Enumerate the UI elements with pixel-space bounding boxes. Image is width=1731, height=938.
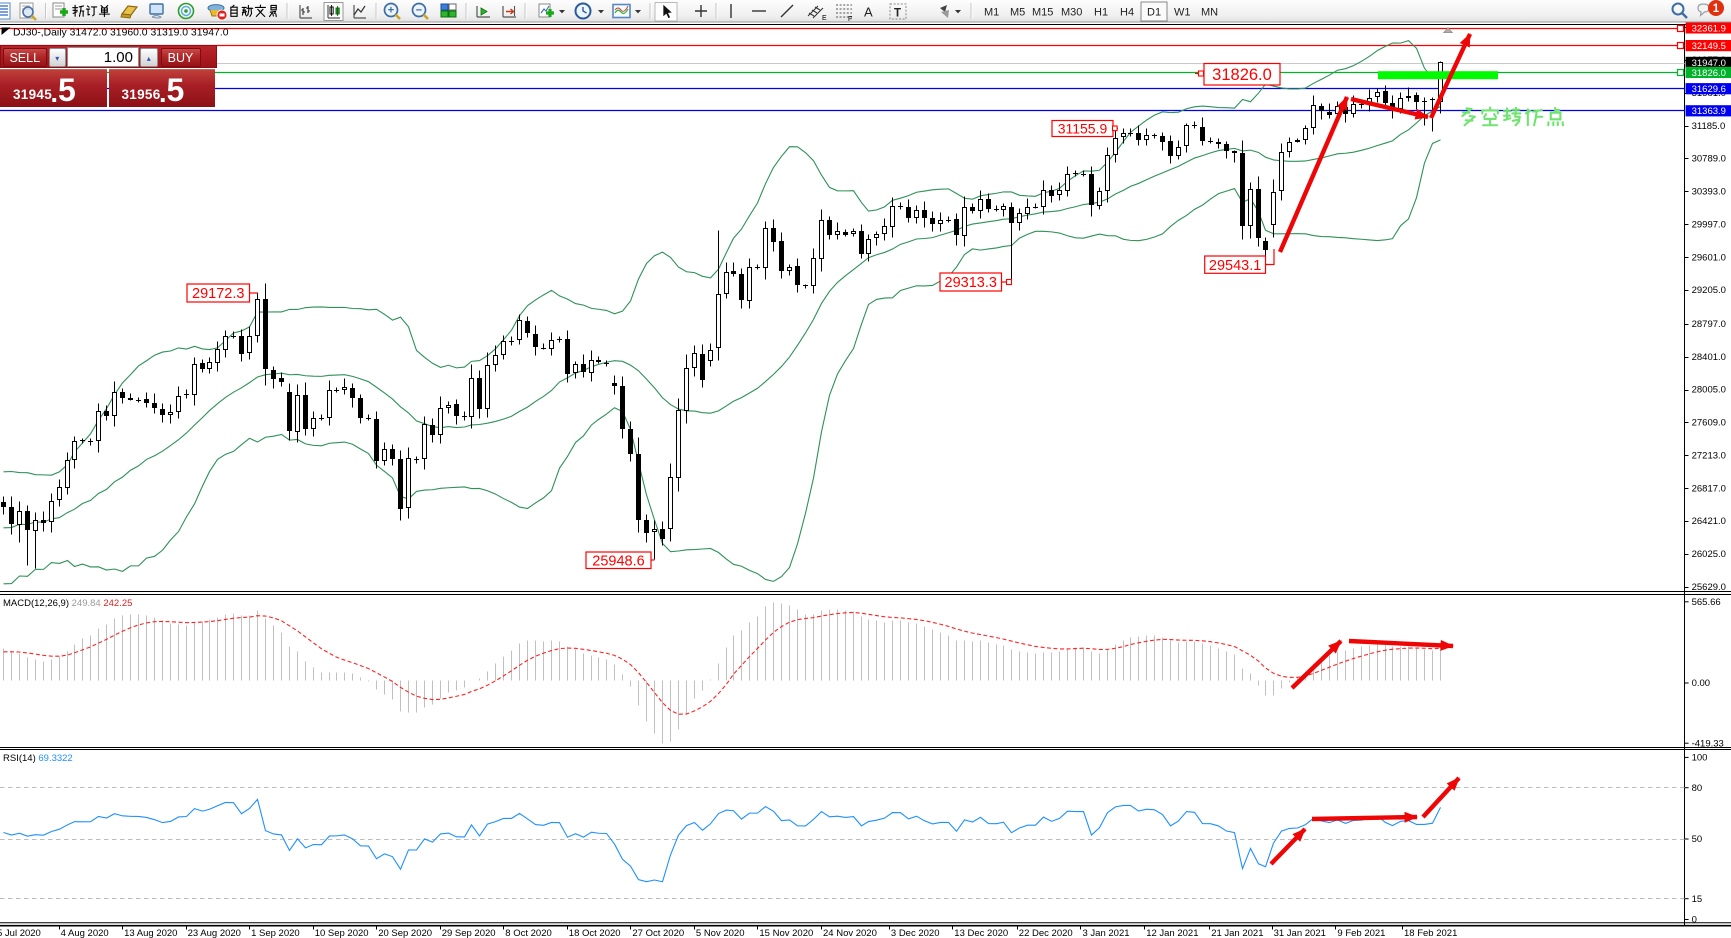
svg-text:A: A (864, 5, 873, 20)
svg-text:RSI(14) 69.3322: RSI(14) 69.3322 (3, 753, 73, 764)
svg-text:1 Sep 2020: 1 Sep 2020 (251, 928, 300, 938)
svg-text:5 Nov 2020: 5 Nov 2020 (696, 928, 745, 938)
svg-text:28797.0: 28797.0 (1692, 319, 1726, 330)
svg-text:M30: M30 (1061, 7, 1082, 19)
svg-text:29601.0: 29601.0 (1692, 252, 1726, 263)
svg-text:27609.0: 27609.0 (1692, 418, 1726, 429)
svg-text:13 Aug 2020: 13 Aug 2020 (124, 928, 177, 938)
svg-text:3 Dec 2020: 3 Dec 2020 (891, 928, 940, 938)
svg-text:9 Feb 2021: 9 Feb 2021 (1337, 928, 1385, 938)
svg-text:+: + (388, 4, 394, 16)
svg-text:H1: H1 (1094, 7, 1108, 19)
svg-text:30789.0: 30789.0 (1692, 154, 1726, 165)
svg-text:8 Oct 2020: 8 Oct 2020 (505, 928, 551, 938)
svg-text:MACD(12,26,9) 249.84 242.25: MACD(12,26,9) 249.84 242.25 (3, 598, 132, 609)
svg-text:29313.3: 29313.3 (945, 275, 997, 291)
svg-text:28401.0: 28401.0 (1692, 352, 1726, 363)
svg-text:W1: W1 (1174, 7, 1191, 19)
svg-text:50: 50 (1692, 834, 1703, 845)
svg-text:4 Aug 2020: 4 Aug 2020 (61, 928, 109, 938)
svg-text:25629.0: 25629.0 (1692, 582, 1726, 593)
svg-text:0.00: 0.00 (1692, 678, 1711, 689)
svg-text:21 Jan 2021: 21 Jan 2021 (1211, 928, 1263, 938)
svg-text:28005.0: 28005.0 (1692, 385, 1726, 396)
svg-text:100: 100 (1692, 753, 1708, 764)
svg-text:D1: D1 (1147, 7, 1161, 19)
svg-text:26025.0: 26025.0 (1692, 549, 1726, 560)
svg-text:29205.0: 29205.0 (1692, 285, 1726, 296)
svg-text:M1: M1 (984, 7, 999, 19)
svg-text:29543.1: 29543.1 (1209, 258, 1261, 274)
svg-text:5 Jul 2020: 5 Jul 2020 (0, 928, 41, 938)
svg-text:H4: H4 (1120, 7, 1134, 19)
svg-text:29 Sep 2020: 29 Sep 2020 (442, 928, 496, 938)
svg-text:32361.9: 32361.9 (1692, 23, 1726, 34)
svg-text:18 Oct 2020: 18 Oct 2020 (569, 928, 621, 938)
svg-text:0: 0 (1692, 915, 1697, 926)
svg-text:29997.0: 29997.0 (1692, 219, 1726, 230)
svg-text:22 Dec 2020: 22 Dec 2020 (1019, 928, 1073, 938)
svg-text:31629.6: 31629.6 (1692, 84, 1726, 95)
svg-text:29172.3: 29172.3 (192, 286, 244, 302)
svg-text:31826.0: 31826.0 (1692, 68, 1726, 79)
svg-text:31363.9: 31363.9 (1692, 106, 1726, 117)
svg-text:T: T (894, 8, 901, 20)
svg-text:1: 1 (1713, 3, 1720, 15)
svg-text:12 Jan 2021: 12 Jan 2021 (1146, 928, 1198, 938)
svg-text:26817.0: 26817.0 (1692, 483, 1726, 494)
svg-text:F: F (848, 16, 852, 23)
svg-text:15 Nov 2020: 15 Nov 2020 (759, 928, 813, 938)
svg-text:31 Jan 2021: 31 Jan 2021 (1274, 928, 1326, 938)
svg-text:31155.9: 31155.9 (1058, 121, 1108, 137)
svg-text:20 Sep 2020: 20 Sep 2020 (378, 928, 432, 938)
svg-text:27213.0: 27213.0 (1692, 450, 1726, 461)
svg-text:27 Oct 2020: 27 Oct 2020 (632, 928, 684, 938)
svg-text:25948.6: 25948.6 (592, 553, 644, 569)
svg-text:MN: MN (1201, 7, 1218, 19)
svg-text:DJ30-,Daily 31472.0 31960.0 3: DJ30-,Daily 31472.0 31960.0 31319.0 3194… (13, 28, 229, 39)
svg-text:565.66: 565.66 (1692, 597, 1721, 608)
svg-text:M15: M15 (1032, 7, 1053, 19)
svg-text:32149.5: 32149.5 (1692, 41, 1726, 52)
svg-text:18 Feb 2021: 18 Feb 2021 (1404, 928, 1457, 938)
svg-text:13 Dec 2020: 13 Dec 2020 (954, 928, 1008, 938)
svg-text:M5: M5 (1010, 7, 1025, 19)
svg-text:15: 15 (1692, 894, 1703, 905)
svg-text:24 Nov 2020: 24 Nov 2020 (823, 928, 877, 938)
svg-text:−: − (416, 4, 422, 16)
svg-text:-419.33: -419.33 (1692, 738, 1724, 749)
svg-text:31826.0: 31826.0 (1212, 66, 1272, 84)
svg-text:3 Jan 2021: 3 Jan 2021 (1083, 928, 1130, 938)
svg-text:E: E (822, 15, 827, 22)
svg-text:30393.0: 30393.0 (1692, 187, 1726, 198)
svg-text:80: 80 (1692, 783, 1703, 794)
svg-text:31185.0: 31185.0 (1692, 121, 1726, 132)
svg-text:23 Aug 2020: 23 Aug 2020 (188, 928, 241, 938)
svg-text:31947.0: 31947.0 (1692, 58, 1726, 69)
svg-text:10 Sep 2020: 10 Sep 2020 (315, 928, 369, 938)
svg-text:26421.0: 26421.0 (1692, 516, 1726, 527)
